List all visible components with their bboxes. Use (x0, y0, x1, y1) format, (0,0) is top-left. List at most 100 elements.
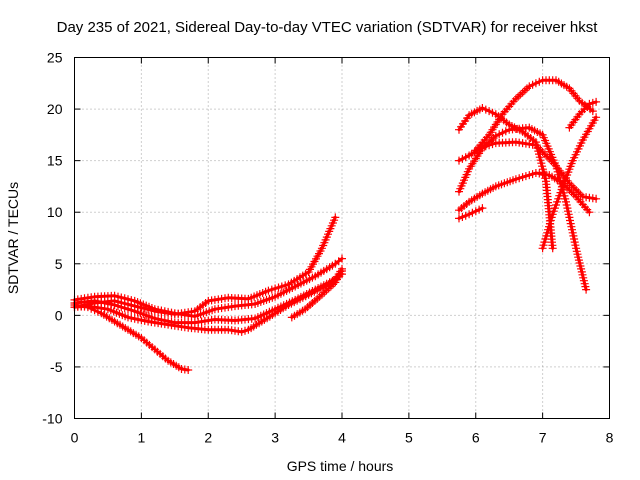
x-tick-label: 7 (539, 430, 547, 446)
data-marker (281, 281, 290, 290)
y-tick-label: 0 (55, 307, 63, 323)
x-tick-label: 6 (472, 430, 480, 446)
data-series (565, 97, 601, 132)
data-marker (501, 127, 510, 136)
data-point (491, 131, 500, 140)
data-marker (127, 314, 136, 323)
data-point (237, 327, 246, 336)
data-marker (461, 153, 470, 162)
data-marker (488, 108, 497, 117)
data-marker (137, 316, 146, 325)
data-point (455, 156, 463, 165)
data-point (455, 214, 463, 223)
data-marker (114, 297, 122, 306)
data-marker (73, 302, 82, 311)
x-axis-label: GPS time / hours (287, 458, 394, 474)
data-series (471, 76, 597, 155)
data-marker (167, 317, 176, 326)
data-series (455, 104, 557, 253)
data-marker (475, 205, 484, 214)
data-marker (498, 128, 507, 137)
x-tick-label: 1 (137, 430, 145, 446)
y-tick-label: -5 (50, 359, 63, 375)
data-marker (485, 107, 494, 116)
data-marker (461, 211, 470, 220)
data-point (582, 285, 591, 294)
data-point (592, 97, 601, 106)
data-point (110, 296, 119, 305)
data-marker (130, 314, 139, 323)
data-marker (495, 130, 504, 139)
x-tick-label: 3 (271, 430, 279, 446)
data-series (70, 213, 340, 319)
data-marker (157, 315, 166, 324)
data-point (588, 107, 597, 116)
y-tick-label: 10 (47, 204, 63, 220)
data-marker (525, 171, 534, 180)
data-marker (127, 301, 136, 310)
data-marker (77, 301, 86, 310)
data-marker (137, 303, 146, 312)
data-marker (481, 105, 490, 114)
data-series (287, 267, 346, 322)
grid (74, 57, 610, 419)
data-point (592, 113, 601, 122)
y-tick-label: 25 (47, 50, 63, 66)
data-point (338, 267, 346, 275)
data-point (264, 286, 273, 295)
data-point (130, 302, 139, 311)
chart-title: Day 235 of 2021, Sidereal Day-to-day VTE… (57, 19, 599, 36)
x-tick-label: 2 (204, 430, 212, 446)
data-layer (70, 76, 601, 374)
y-tick-label: -10 (42, 411, 62, 427)
y-tick-label: 5 (55, 256, 63, 272)
y-tick-label: 15 (47, 153, 63, 169)
data-point (548, 244, 557, 253)
data-point (525, 82, 534, 91)
data-point (338, 254, 346, 263)
data-marker (124, 300, 132, 309)
data-marker (528, 170, 537, 179)
data-point (478, 204, 487, 213)
data-marker (458, 213, 467, 221)
data-series (538, 113, 601, 253)
data-marker (140, 304, 149, 313)
data-marker (83, 300, 92, 309)
data-marker (267, 285, 276, 294)
data-marker (274, 283, 283, 292)
x-tick-label: 5 (405, 430, 413, 446)
data-marker (528, 80, 537, 89)
data-marker (515, 174, 524, 183)
data-marker (144, 305, 153, 314)
data-marker (134, 315, 142, 324)
data-point (184, 366, 193, 374)
axis-ticks: 0 1 2 3 4 5 6 7 8 -10 -5 0 5 10 15 20 25 (42, 50, 613, 446)
data-marker (164, 317, 173, 326)
data-marker (518, 173, 527, 182)
data-point (585, 99, 594, 108)
data-series (455, 204, 487, 223)
y-axis-label: SDTVAR / TECUs (5, 182, 21, 294)
data-marker (531, 79, 540, 88)
data-marker (147, 306, 156, 315)
data-point (585, 208, 594, 217)
data-marker (468, 208, 477, 217)
data-point (465, 210, 474, 219)
x-tick-label: 0 (71, 430, 79, 446)
data-marker (471, 207, 480, 216)
data-marker (154, 315, 163, 324)
data-point (478, 104, 487, 112)
data-point (124, 313, 132, 322)
data-marker (120, 299, 129, 308)
data-point (511, 175, 520, 184)
data-marker (588, 98, 597, 107)
data-marker (277, 282, 286, 291)
x-tick-label: 4 (338, 430, 346, 446)
data-point (331, 213, 340, 222)
data-marker (535, 77, 544, 86)
data-marker (241, 326, 249, 335)
data-marker (117, 298, 126, 307)
data-marker (271, 284, 280, 293)
data-point (592, 194, 601, 203)
